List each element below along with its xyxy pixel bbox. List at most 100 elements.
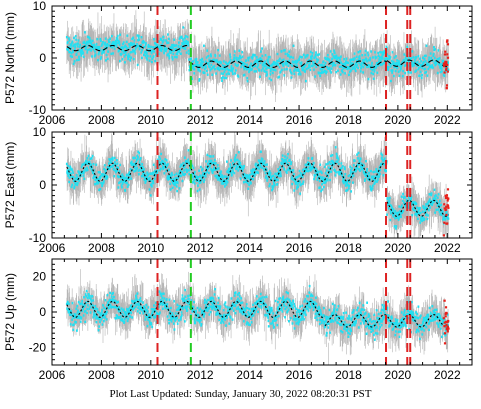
data-point — [239, 162, 241, 164]
data-point — [206, 154, 208, 156]
data-point — [345, 184, 347, 186]
data-point — [354, 52, 356, 54]
data-point — [300, 73, 302, 75]
data-point — [302, 183, 304, 185]
data-point — [311, 55, 313, 57]
plot-area-east — [66, 130, 450, 245]
data-point — [224, 68, 226, 70]
data-point — [129, 59, 131, 61]
data-point — [214, 68, 216, 70]
data-point — [357, 67, 359, 69]
outlier-point — [446, 39, 448, 41]
data-point — [249, 174, 251, 176]
data-point — [139, 48, 141, 50]
data-point — [137, 156, 139, 158]
y-tick-label: 10 — [33, 0, 47, 13]
data-point — [225, 77, 227, 79]
data-point — [141, 36, 143, 38]
data-point — [441, 70, 443, 72]
data-point — [114, 157, 116, 159]
data-point — [118, 176, 120, 178]
data-point — [72, 171, 74, 173]
data-point — [102, 173, 104, 175]
data-point — [432, 66, 434, 68]
data-point — [308, 157, 310, 159]
data-point — [392, 69, 394, 71]
data-point — [390, 65, 392, 67]
x-tick-label: 2010 — [137, 113, 164, 127]
data-point — [230, 166, 232, 168]
data-point — [254, 174, 256, 176]
data-point — [118, 49, 120, 51]
data-point — [318, 171, 320, 173]
data-point — [199, 175, 201, 177]
data-point — [282, 64, 284, 66]
data-point — [281, 163, 283, 165]
data-point — [387, 69, 389, 71]
data-point — [71, 184, 73, 186]
data-point — [226, 73, 228, 75]
data-point — [93, 163, 95, 165]
data-point — [102, 41, 104, 43]
data-point — [363, 59, 365, 61]
data-point — [198, 170, 200, 172]
data-point — [337, 70, 339, 72]
data-point — [356, 64, 358, 66]
data-point — [404, 72, 406, 74]
data-point — [205, 66, 207, 68]
data-point — [125, 54, 127, 56]
data-point — [247, 80, 249, 82]
data-point — [152, 182, 154, 184]
data-point — [366, 60, 368, 62]
data-point — [313, 178, 315, 180]
data-point — [209, 66, 211, 68]
data-point — [272, 175, 274, 177]
data-point — [360, 67, 362, 69]
data-point — [185, 164, 187, 166]
data-point — [349, 174, 351, 176]
data-point — [78, 56, 80, 58]
data-point — [107, 176, 109, 178]
data-point — [295, 181, 297, 183]
x-tick-label: 2022 — [434, 113, 461, 127]
data-point — [159, 158, 161, 160]
data-point — [96, 38, 98, 40]
data-point — [221, 80, 223, 82]
data-point — [117, 162, 119, 164]
data-point — [371, 64, 373, 66]
data-point — [291, 183, 293, 185]
data-point — [398, 71, 400, 73]
data-point — [177, 53, 179, 55]
data-point — [228, 73, 230, 75]
data-point — [77, 45, 79, 47]
data-point — [75, 38, 77, 40]
data-point — [184, 156, 186, 158]
data-point — [210, 55, 212, 57]
data-point — [165, 39, 167, 41]
data-point — [188, 49, 190, 51]
data-point — [198, 68, 200, 70]
data-point — [79, 44, 81, 46]
data-point — [194, 68, 196, 70]
data-point — [215, 162, 217, 164]
data-point — [213, 65, 215, 67]
data-point — [153, 55, 155, 57]
outlier-point — [444, 51, 446, 53]
data-point — [116, 159, 118, 161]
data-point — [134, 50, 136, 52]
data-point — [402, 70, 404, 72]
data-point — [279, 66, 281, 68]
x-tick-label: 2016 — [286, 113, 313, 127]
data-point — [96, 43, 98, 45]
data-point — [272, 188, 274, 190]
data-point — [431, 64, 433, 66]
data-point — [340, 61, 342, 63]
data-point — [104, 164, 106, 166]
data-point — [199, 188, 201, 190]
data-point — [284, 49, 286, 51]
data-point — [420, 71, 422, 73]
data-point — [119, 60, 121, 62]
data-point — [169, 57, 171, 59]
data-point — [90, 49, 92, 51]
